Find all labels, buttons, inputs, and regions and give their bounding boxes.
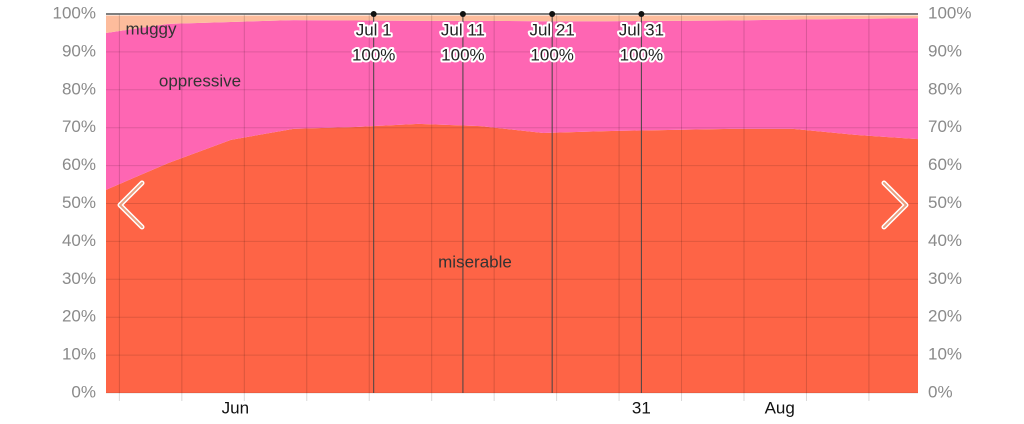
series-label: oppressive — [159, 71, 241, 90]
y-tick-label: 30% — [62, 269, 96, 288]
annotation-dot — [549, 11, 556, 17]
annotation-value: 100% — [441, 45, 484, 64]
annotation-date: Jul 11 — [441, 20, 485, 39]
y2-tick-label: 50% — [928, 193, 962, 212]
annotation-value: 100% — [620, 45, 663, 64]
y2-tick-label: 90% — [928, 41, 962, 60]
annotation-dot — [638, 11, 645, 17]
y2-tick-label: 40% — [928, 231, 962, 250]
y2-tick-label: 0% — [928, 382, 953, 401]
y2-tick-label: 30% — [928, 269, 962, 288]
y-tick-label: 70% — [62, 117, 96, 136]
y-tick-label: 90% — [62, 41, 96, 60]
y2-tick-label: 10% — [928, 345, 962, 364]
y-tick-label: 80% — [62, 79, 96, 98]
annotation-date: Jul 1 — [356, 20, 392, 39]
annotation-date: Jul 31 — [619, 20, 664, 39]
y-tick-label: 40% — [62, 231, 96, 250]
annotation-date: Jul 21 — [529, 20, 574, 39]
plot — [106, 13, 918, 401]
prev-arrow[interactable] — [117, 180, 145, 230]
y-tick-label: 0% — [71, 382, 96, 401]
series-label: miserable — [438, 252, 512, 271]
y-tick-label: 100% — [53, 3, 96, 22]
y-tick-label: 60% — [62, 155, 96, 174]
y2-tick-label: 80% — [928, 79, 962, 98]
y2-tick-label: 100% — [928, 3, 971, 22]
x-tick-label: 31 — [632, 398, 651, 417]
y-tick-label: 20% — [62, 307, 96, 326]
y2-tick-label: 70% — [928, 117, 962, 136]
area — [106, 15, 918, 33]
area — [106, 18, 918, 190]
y2-tick-label: 20% — [928, 307, 962, 326]
annotation-dot — [459, 11, 466, 17]
next-arrow[interactable] — [881, 180, 909, 230]
series-label: muggy — [125, 19, 177, 38]
area — [106, 123, 918, 393]
y-tick-label: 10% — [62, 345, 96, 364]
y-tick-label: 50% — [62, 193, 96, 212]
annotation-dot — [370, 11, 377, 17]
x-tick-label: Aug — [765, 398, 795, 417]
annotation-value: 100% — [352, 45, 395, 64]
y2-tick-label: 60% — [928, 155, 962, 174]
annotation-value: 100% — [530, 45, 573, 64]
x-tick-label: Jun — [222, 398, 249, 417]
